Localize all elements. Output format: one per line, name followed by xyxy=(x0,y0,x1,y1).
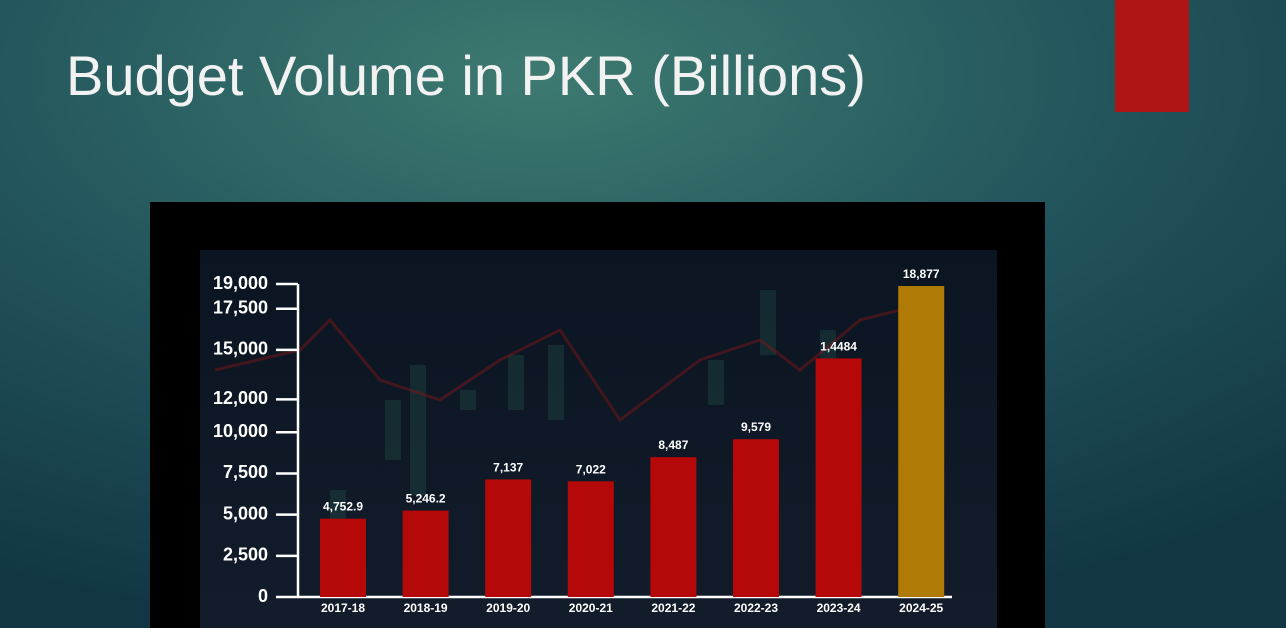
bar xyxy=(650,457,697,597)
x-tick-label: 2023-24 xyxy=(817,601,861,615)
y-tick-label: 5,000 xyxy=(223,503,268,523)
value-label: 1,4484 xyxy=(820,339,857,353)
x-tick-label: 2021-22 xyxy=(651,601,695,615)
x-tick-label: 2020-21 xyxy=(569,601,613,615)
decor-line xyxy=(214,298,941,423)
value-label: 7,137 xyxy=(493,460,523,474)
y-tick-label: 0 xyxy=(258,586,268,606)
x-tick-label: 2017-18 xyxy=(321,601,365,615)
y-tick-label: 10,000 xyxy=(213,421,268,441)
y-tick-label: 2,500 xyxy=(223,545,268,565)
value-label: 7,022 xyxy=(576,462,606,476)
bar xyxy=(320,518,366,597)
x-tick-label: 2024-25 xyxy=(899,601,943,615)
value-label: 4,752.9 xyxy=(323,500,363,514)
y-tick-label: 7,500 xyxy=(223,462,268,482)
value-label: 18,877 xyxy=(903,267,940,281)
value-label: 8,487 xyxy=(658,438,688,452)
value-label: 5,246.2 xyxy=(406,492,446,506)
bar xyxy=(567,481,614,597)
x-tick-label: 2022-23 xyxy=(734,601,778,615)
y-tick-label: 17,500 xyxy=(213,297,268,317)
value-label: 9,579 xyxy=(741,420,771,434)
bar xyxy=(485,479,532,597)
bar xyxy=(898,286,945,597)
y-tick-label: 19,000 xyxy=(213,273,268,293)
bar xyxy=(815,358,862,597)
accent-block xyxy=(1115,0,1189,112)
slide-title: Budget Volume in PKR (Billions) xyxy=(66,44,866,107)
y-tick-label: 15,000 xyxy=(213,339,268,359)
bar xyxy=(733,439,779,597)
y-tick-label: 12,000 xyxy=(213,388,268,408)
x-tick-label: 2018-19 xyxy=(404,601,448,615)
x-tick-label: 2019-20 xyxy=(486,601,530,615)
bar xyxy=(402,510,449,597)
